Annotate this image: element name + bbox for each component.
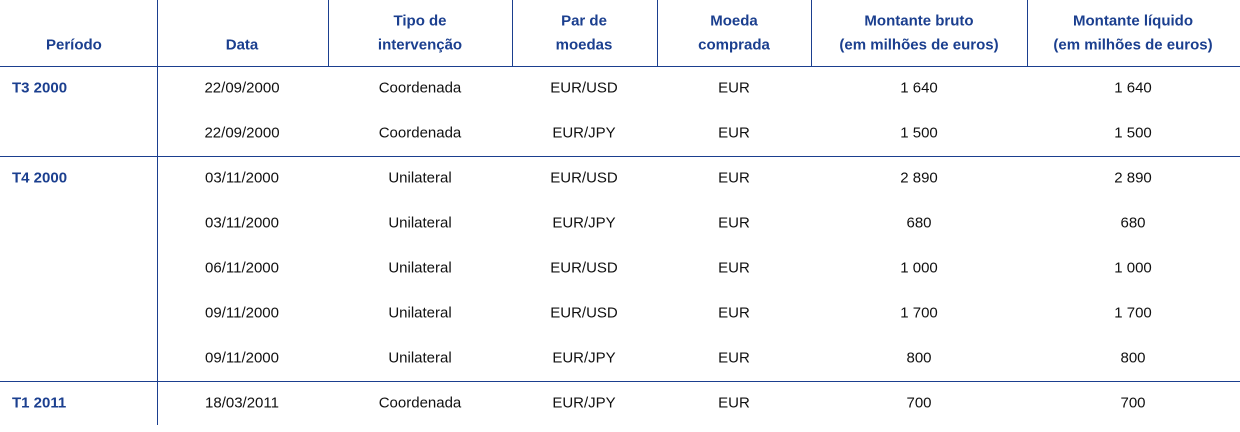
table-cell: 800 bbox=[1120, 349, 1146, 367]
column-divider bbox=[512, 0, 513, 66]
table-cell: Unilateral bbox=[388, 259, 452, 277]
table-cell: 800 bbox=[906, 349, 932, 367]
column-header: (em milhões de euros) bbox=[1053, 36, 1213, 54]
table-cell: Coordenada bbox=[378, 124, 462, 142]
table-cell: 22/09/2000 bbox=[204, 124, 280, 142]
column-divider bbox=[811, 0, 812, 66]
table-cell: EUR/USD bbox=[550, 169, 618, 187]
table-cell: 700 bbox=[1120, 394, 1146, 412]
column-header: Montante líquido bbox=[1073, 12, 1193, 30]
table-cell: Unilateral bbox=[388, 304, 452, 322]
table-cell: 06/11/2000 bbox=[205, 259, 279, 277]
column-header: moedas bbox=[555, 36, 613, 54]
column-header: Data bbox=[225, 36, 259, 54]
table-cell: 09/11/2000 bbox=[205, 304, 279, 322]
table-cell: 1 000 bbox=[1114, 259, 1152, 277]
column-header: Período bbox=[46, 36, 102, 54]
column-divider bbox=[157, 0, 158, 425]
table-cell: 700 bbox=[906, 394, 932, 412]
table-cell: 1 000 bbox=[900, 259, 938, 277]
table-cell: Coordenada bbox=[378, 394, 462, 412]
table-cell: 1 640 bbox=[900, 79, 938, 97]
header-rule bbox=[0, 66, 1240, 67]
table-cell: Unilateral bbox=[388, 169, 452, 187]
column-divider bbox=[328, 0, 329, 66]
table-cell: 1 640 bbox=[1114, 79, 1152, 97]
table-cell: EUR/USD bbox=[550, 259, 618, 277]
table-cell: Coordenada bbox=[378, 79, 462, 97]
table-cell: 1 700 bbox=[1114, 304, 1152, 322]
table-cell: 1 700 bbox=[900, 304, 938, 322]
table-cell: EUR bbox=[718, 214, 750, 232]
table-cell: 680 bbox=[1120, 214, 1146, 232]
period-label: T4 2000 bbox=[12, 169, 68, 187]
table-cell: EUR bbox=[718, 169, 750, 187]
table-cell: EUR bbox=[718, 124, 750, 142]
column-header: (em milhões de euros) bbox=[839, 36, 999, 54]
table-cell: 2 890 bbox=[1114, 169, 1152, 187]
table-cell: 09/11/2000 bbox=[205, 349, 279, 367]
table-cell: EUR bbox=[718, 304, 750, 322]
table-cell: EUR/JPY bbox=[552, 124, 616, 142]
group-rule bbox=[0, 156, 1240, 157]
table-cell: 1 500 bbox=[1114, 124, 1152, 142]
table-cell: Unilateral bbox=[388, 214, 452, 232]
table-cell: EUR bbox=[718, 259, 750, 277]
column-header: Tipo de bbox=[393, 12, 447, 30]
table-cell: EUR bbox=[718, 349, 750, 367]
table-cell: EUR/USD bbox=[550, 304, 618, 322]
table-cell: EUR bbox=[718, 394, 750, 412]
table-cell: 18/03/2011 bbox=[205, 394, 279, 412]
table-cell: 03/11/2000 bbox=[205, 214, 279, 232]
table-cell: 2 890 bbox=[900, 169, 938, 187]
table-cell: 22/09/2000 bbox=[204, 79, 280, 97]
table-cell: EUR/JPY bbox=[552, 349, 616, 367]
group-rule bbox=[0, 381, 1240, 382]
table-cell: Unilateral bbox=[388, 349, 452, 367]
table-cell: EUR bbox=[718, 79, 750, 97]
column-header: Moeda bbox=[710, 12, 758, 30]
column-divider bbox=[657, 0, 658, 66]
period-label: T1 2011 bbox=[12, 394, 67, 412]
period-label: T3 2000 bbox=[12, 79, 68, 97]
column-header: Par de bbox=[561, 12, 607, 30]
table-cell: EUR/USD bbox=[550, 79, 618, 97]
table-cell: EUR/JPY bbox=[552, 214, 616, 232]
column-divider bbox=[1027, 0, 1028, 66]
column-header: comprada bbox=[698, 36, 770, 54]
table-cell: 680 bbox=[906, 214, 932, 232]
table-cell: 03/11/2000 bbox=[205, 169, 279, 187]
table-cell: 1 500 bbox=[900, 124, 938, 142]
table-cell: EUR/JPY bbox=[552, 394, 616, 412]
column-header: intervenção bbox=[377, 36, 463, 54]
column-header: Montante bruto bbox=[864, 12, 974, 30]
